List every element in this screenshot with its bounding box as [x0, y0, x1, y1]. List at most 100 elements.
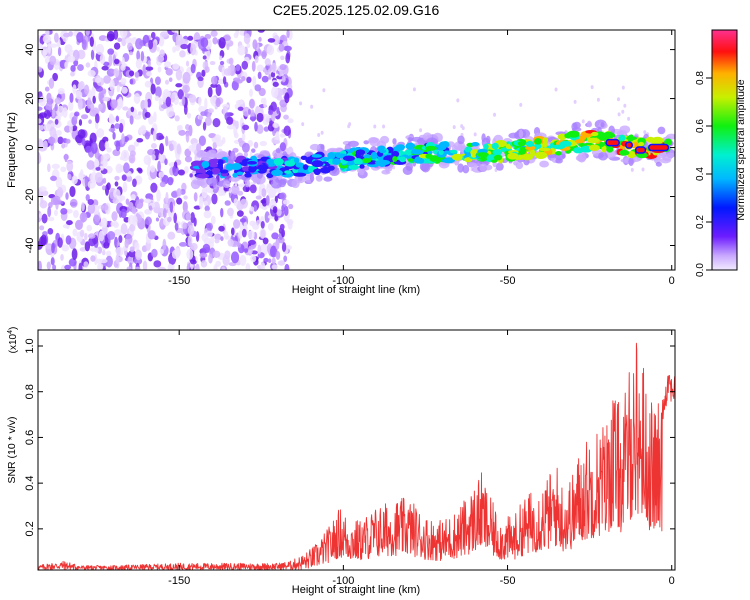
- noise-speck: [142, 64, 146, 76]
- noise-speck: [215, 97, 221, 108]
- noise-speck: [581, 119, 585, 124]
- noise-speck: [100, 203, 109, 211]
- ridge-point: [378, 159, 391, 166]
- snr-multiplier: (x104): [7, 327, 19, 354]
- noise-speck: [271, 257, 276, 265]
- noise-speck: [128, 70, 135, 77]
- ridge-halo: [457, 135, 465, 145]
- ridge-point: [606, 146, 614, 153]
- ridge-point: [534, 151, 548, 159]
- noise-speck: [162, 238, 167, 251]
- noise-speck: [70, 71, 75, 77]
- noise-speck: [68, 31, 74, 37]
- noise-speck: [39, 212, 43, 219]
- noise-speck: [283, 255, 288, 262]
- noise-speck: [38, 106, 43, 111]
- noise-speck: [115, 254, 120, 265]
- noise-speck: [198, 115, 204, 120]
- noise-speck: [38, 152, 41, 164]
- ridge-halo: [479, 163, 488, 172]
- noise-speck: [158, 135, 165, 140]
- noise-speck: [262, 113, 270, 126]
- ridge-point: [363, 154, 371, 160]
- noise-speck: [241, 142, 250, 153]
- noise-speck: [69, 185, 76, 198]
- ridge-halo: [405, 162, 413, 172]
- noise-speck: [271, 62, 277, 74]
- noise-speck: [227, 207, 234, 217]
- noise-speck: [169, 201, 174, 213]
- noise-speck: [270, 71, 276, 78]
- noise-speck: [90, 49, 95, 60]
- ridge-point: [293, 157, 300, 164]
- ridge-point: [232, 172, 238, 178]
- noise-speck: [265, 195, 270, 206]
- noise-speck: [242, 106, 251, 117]
- noise-speck: [212, 250, 221, 258]
- ridge-point: [618, 134, 626, 142]
- noise-speck: [96, 128, 105, 138]
- noise-speck: [256, 112, 264, 123]
- noise-speck: [245, 263, 251, 270]
- ridge-halo: [495, 162, 504, 171]
- noise-speck: [148, 205, 153, 210]
- noise-speck: [78, 262, 83, 270]
- noise-speck: [253, 205, 258, 212]
- noise-speck: [227, 238, 234, 247]
- ridge-point: [361, 158, 372, 164]
- noise-speck: [215, 84, 222, 97]
- noise-speck: [218, 37, 226, 49]
- noise-speck: [154, 95, 160, 102]
- noise-speck: [235, 30, 240, 37]
- ridge-point: [332, 158, 341, 165]
- ridge-halo: [513, 160, 518, 166]
- noise-speck: [144, 111, 151, 119]
- ridge-point: [327, 152, 336, 160]
- ridge-point: [578, 135, 587, 141]
- noise-speck: [145, 66, 154, 71]
- noise-speck: [176, 188, 182, 197]
- spectrogram-marks: [38, 30, 675, 270]
- ridge-halo: [455, 145, 466, 151]
- noise-speck: [185, 131, 190, 143]
- ridge-halo: [462, 164, 470, 174]
- ridge-point: [379, 149, 387, 154]
- snr-marks: [38, 342, 675, 570]
- ridge-halo: [457, 163, 464, 173]
- noise-speck: [129, 115, 134, 125]
- noise-speck: [86, 160, 95, 170]
- noise-speck: [209, 61, 216, 66]
- noise-speck: [207, 86, 213, 98]
- noise-speck: [573, 99, 577, 104]
- noise-speck: [162, 208, 167, 219]
- noise-speck: [224, 200, 231, 206]
- ridge-point: [491, 142, 499, 150]
- noise-speck: [114, 123, 120, 129]
- noise-speck: [98, 230, 105, 242]
- noise-speck: [221, 266, 226, 270]
- noise-speck: [50, 175, 57, 181]
- ridge-point: [355, 149, 366, 156]
- noise-speck: [120, 223, 128, 235]
- noise-speck: [158, 152, 164, 163]
- noise-speck: [146, 71, 153, 77]
- noise-speck: [168, 77, 173, 83]
- noise-speck: [133, 140, 140, 147]
- noise-speck: [112, 132, 116, 140]
- ridge-point: [493, 154, 503, 161]
- ridge-halo: [192, 180, 203, 185]
- ridge-point: [651, 136, 664, 145]
- noise-speck: [172, 165, 177, 173]
- noise-speck: [189, 173, 193, 178]
- ridge-point: [302, 164, 309, 170]
- noise-speck: [176, 143, 182, 155]
- noise-speck: [51, 163, 60, 169]
- noise-speck: [193, 192, 198, 202]
- noise-speck: [101, 217, 108, 228]
- noise-speck: [64, 264, 72, 270]
- noise-speck: [148, 39, 154, 50]
- noise-speck: [137, 168, 143, 174]
- noise-speck: [117, 197, 123, 203]
- noise-speck: [95, 85, 104, 92]
- noise-speck: [233, 132, 239, 139]
